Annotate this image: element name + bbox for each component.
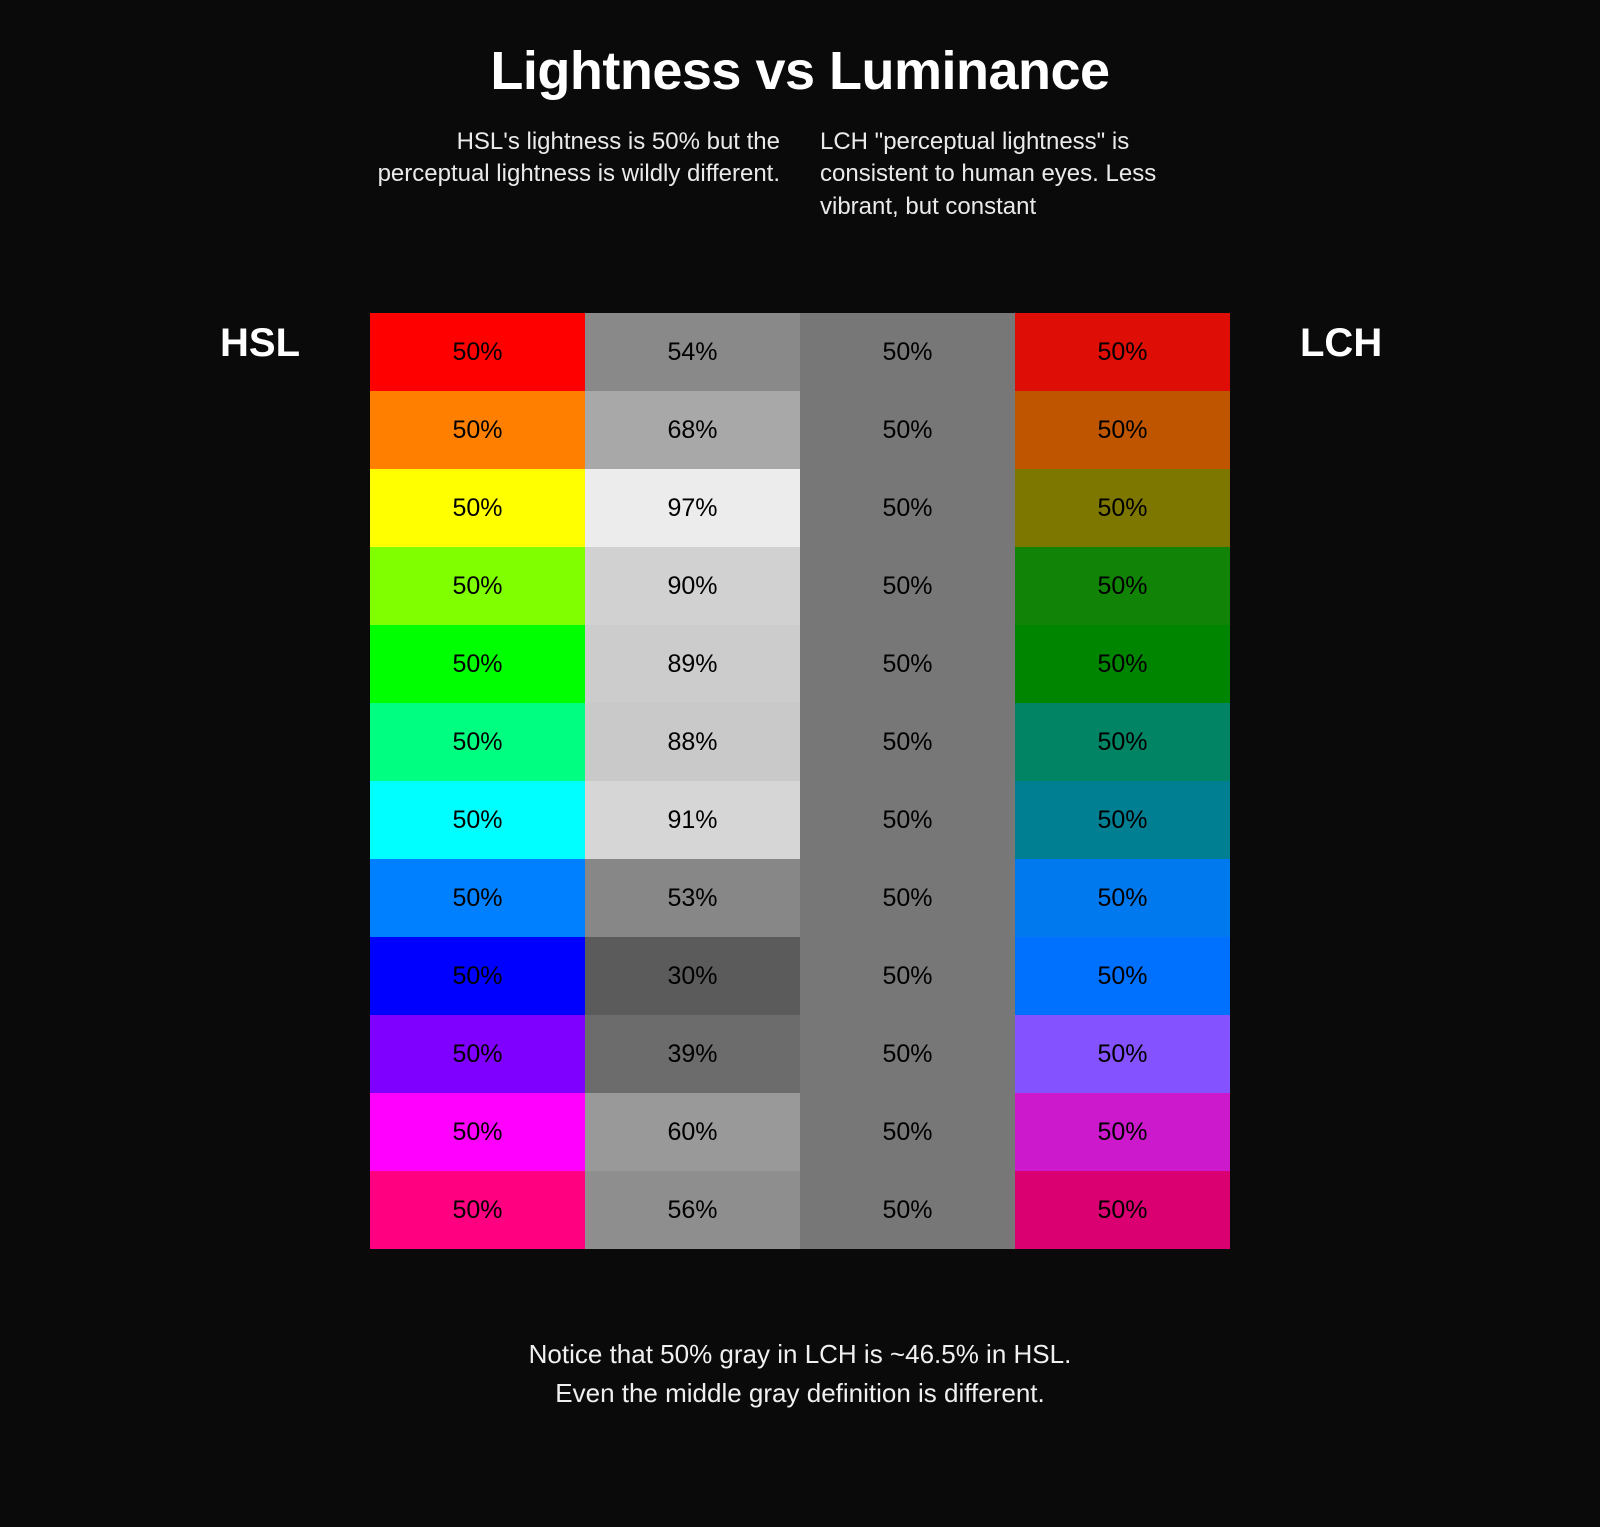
color-grid: 50%54%50%50%50%68%50%50%50%97%50%50%50%9…: [370, 313, 1230, 1249]
swatch-lch_gray-row8: 50%: [800, 937, 1015, 1015]
footer-notes: Notice that 50% gray in LCH is ~46.5% in…: [0, 1339, 1600, 1409]
subhead-lch: LCH "perceptual lightness" is consistent…: [820, 126, 1230, 223]
swatch-hsl_color-row6: 50%: [370, 781, 585, 859]
swatch-hsl_color-row8: 50%: [370, 937, 585, 1015]
swatch-hsl_gray-row6: 91%: [585, 781, 800, 859]
label-lch: LCH: [1300, 313, 1450, 366]
swatch-hsl_gray-row9: 39%: [585, 1015, 800, 1093]
swatch-hsl_gray-row10: 60%: [585, 1093, 800, 1171]
swatch-lch_gray-row9: 50%: [800, 1015, 1015, 1093]
swatch-hsl_gray-row4: 89%: [585, 625, 800, 703]
swatch-lch_color-row1: 50%: [1015, 391, 1230, 469]
swatch-lch_gray-row7: 50%: [800, 859, 1015, 937]
subhead-hsl: HSL's lightness is 50% but the perceptua…: [370, 126, 780, 223]
swatch-lch_color-row9: 50%: [1015, 1015, 1230, 1093]
swatch-hsl_color-row11: 50%: [370, 1171, 585, 1249]
page-title: Lightness vs Luminance: [0, 40, 1600, 102]
swatch-hsl_color-row0: 50%: [370, 313, 585, 391]
swatch-lch_gray-row4: 50%: [800, 625, 1015, 703]
swatch-lch_gray-row10: 50%: [800, 1093, 1015, 1171]
swatch-lch_color-row8: 50%: [1015, 937, 1230, 1015]
swatch-lch_color-row10: 50%: [1015, 1093, 1230, 1171]
swatch-hsl_color-row1: 50%: [370, 391, 585, 469]
swatch-lch_color-row3: 50%: [1015, 547, 1230, 625]
swatch-hsl_gray-row3: 90%: [585, 547, 800, 625]
swatch-hsl_gray-row0: 54%: [585, 313, 800, 391]
swatch-hsl_gray-row7: 53%: [585, 859, 800, 937]
swatch-hsl_color-row9: 50%: [370, 1015, 585, 1093]
swatch-hsl_color-row3: 50%: [370, 547, 585, 625]
label-hsl: HSL: [150, 313, 300, 366]
swatch-lch_gray-row6: 50%: [800, 781, 1015, 859]
swatch-lch_gray-row11: 50%: [800, 1171, 1015, 1249]
swatch-lch_color-row7: 50%: [1015, 859, 1230, 937]
swatch-hsl_gray-row11: 56%: [585, 1171, 800, 1249]
swatch-hsl_gray-row8: 30%: [585, 937, 800, 1015]
swatch-lch_gray-row1: 50%: [800, 391, 1015, 469]
swatch-lch_gray-row2: 50%: [800, 469, 1015, 547]
comparison-stage: HSL 50%54%50%50%50%68%50%50%50%97%50%50%…: [0, 313, 1600, 1249]
footer-line-2: Even the middle gray definition is diffe…: [0, 1378, 1600, 1409]
footer-line-1: Notice that 50% gray in LCH is ~46.5% in…: [0, 1339, 1600, 1370]
swatch-hsl_color-row10: 50%: [370, 1093, 585, 1171]
swatch-hsl_gray-row2: 97%: [585, 469, 800, 547]
swatch-lch_gray-row5: 50%: [800, 703, 1015, 781]
swatch-lch_color-row11: 50%: [1015, 1171, 1230, 1249]
swatch-hsl_color-row5: 50%: [370, 703, 585, 781]
swatch-lch_color-row4: 50%: [1015, 625, 1230, 703]
swatch-lch_color-row5: 50%: [1015, 703, 1230, 781]
swatch-hsl_color-row7: 50%: [370, 859, 585, 937]
swatch-hsl_color-row2: 50%: [370, 469, 585, 547]
swatch-lch_color-row6: 50%: [1015, 781, 1230, 859]
swatch-lch_gray-row3: 50%: [800, 547, 1015, 625]
swatch-lch_color-row2: 50%: [1015, 469, 1230, 547]
swatch-hsl_gray-row1: 68%: [585, 391, 800, 469]
swatch-lch_gray-row0: 50%: [800, 313, 1015, 391]
swatch-lch_color-row0: 50%: [1015, 313, 1230, 391]
subhead-row: HSL's lightness is 50% but the perceptua…: [0, 126, 1600, 223]
swatch-hsl_gray-row5: 88%: [585, 703, 800, 781]
swatch-hsl_color-row4: 50%: [370, 625, 585, 703]
